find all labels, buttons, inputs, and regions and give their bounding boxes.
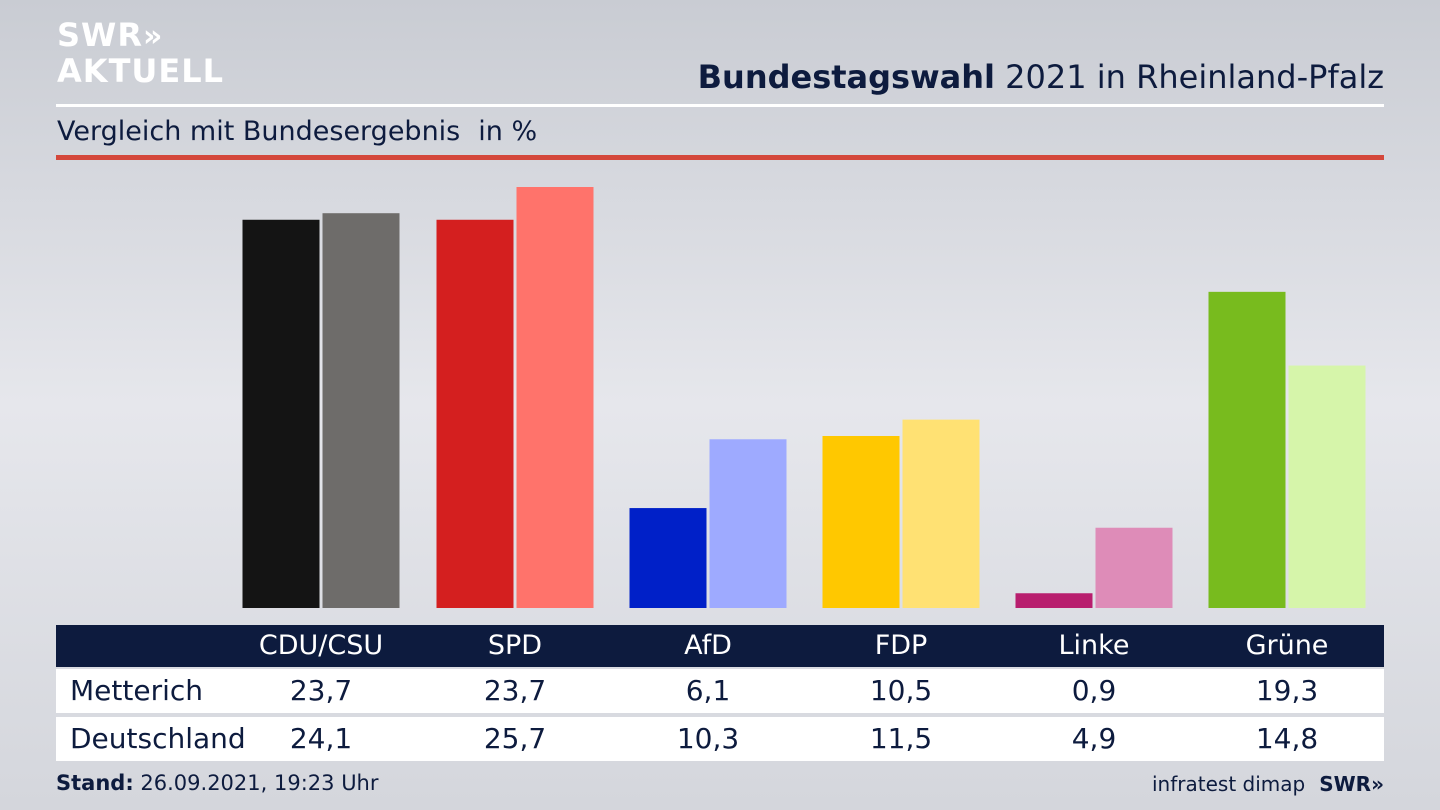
swr-brand-logo: SWR» bbox=[1319, 772, 1384, 796]
column-header: SPD bbox=[487, 630, 543, 661]
timestamp: Stand: 26.09.2021, 19:23 Uhr bbox=[56, 771, 379, 795]
table-row: Deutschland 24,1 25,7 10,3 11,5 4,9 14,8 bbox=[56, 717, 1384, 761]
bar-fdp-deutschland bbox=[902, 419, 980, 608]
title-bold: Bundestagswahl bbox=[697, 58, 995, 96]
results-table: CDU/CSU SPD AfD FDP Linke Grüne Metterich 23,… bbox=[56, 625, 1384, 761]
subtitle-text: Vergleich mit Bundesergebnis bbox=[57, 116, 461, 147]
table-cell: 11,5 bbox=[869, 722, 933, 755]
swr-aktuell-logo: SWR» AKTUELL bbox=[57, 18, 224, 88]
row-label-metterich: Metterich bbox=[70, 674, 203, 707]
bar-cdu-csu-deutschland bbox=[322, 213, 400, 608]
table-cell: 24,1 bbox=[289, 722, 353, 755]
bar-linke-metterich bbox=[1015, 593, 1093, 608]
bar-gr-ne-metterich bbox=[1208, 291, 1286, 608]
bar-fdp-metterich bbox=[822, 435, 900, 608]
logo-aktuell: AKTUELL bbox=[57, 52, 225, 90]
stand-label: Stand: bbox=[56, 771, 134, 795]
table-row: Metterich 23,7 23,7 6,1 10,5 0,9 19,3 bbox=[56, 669, 1384, 713]
source-credit: infratest dimap SWR» bbox=[1152, 772, 1384, 796]
bar-cdu-csu-metterich bbox=[242, 219, 320, 609]
source-name: infratest dimap bbox=[1152, 772, 1306, 796]
title-divider bbox=[56, 104, 1384, 107]
table-cell: 19,3 bbox=[1255, 674, 1319, 707]
subtitle-divider bbox=[56, 155, 1384, 160]
bar-spd-metterich bbox=[436, 219, 514, 609]
bar-linke-deutschland bbox=[1095, 527, 1173, 608]
column-header: CDU/CSU bbox=[258, 630, 384, 661]
bar-gr-ne-deutschland bbox=[1288, 365, 1366, 608]
logo-swr: SWR bbox=[57, 16, 143, 54]
bar-afd-metterich bbox=[629, 508, 707, 608]
title-rest: 2021 in Rheinland-Pfalz bbox=[1005, 58, 1384, 96]
stand-value: 26.09.2021, 19:23 Uhr bbox=[140, 771, 379, 795]
bar-spd-deutschland bbox=[516, 187, 594, 608]
table-cell: 6,1 bbox=[685, 674, 731, 707]
table-cell: 4,9 bbox=[1071, 722, 1117, 755]
chart-title: Bundestagswahl 2021 in Rheinland-Pfalz bbox=[698, 58, 1384, 96]
subtitle-unit: in % bbox=[478, 116, 538, 147]
column-header: AfD bbox=[684, 630, 732, 661]
logo-arrows-icon: » bbox=[142, 19, 164, 54]
table-cell: 0,9 bbox=[1071, 674, 1117, 707]
column-header: FDP bbox=[874, 630, 928, 661]
table-cell: 10,5 bbox=[869, 674, 933, 707]
chart-subtitle: Vergleich mit Bundesergebnis in % bbox=[57, 116, 537, 147]
column-header: Linke bbox=[1058, 630, 1130, 661]
table-cell: 14,8 bbox=[1255, 722, 1319, 755]
table-cell: 23,7 bbox=[483, 674, 547, 707]
row-label-deutschland: Deutschland bbox=[70, 722, 246, 755]
table-cell: 10,3 bbox=[676, 722, 740, 755]
table-cell: 25,7 bbox=[483, 722, 547, 755]
bar-afd-deutschland bbox=[709, 439, 787, 608]
table-header: CDU/CSU SPD AfD FDP Linke Grüne bbox=[56, 625, 1384, 667]
column-header: Grüne bbox=[1245, 630, 1329, 661]
table-cell: 23,7 bbox=[289, 674, 353, 707]
